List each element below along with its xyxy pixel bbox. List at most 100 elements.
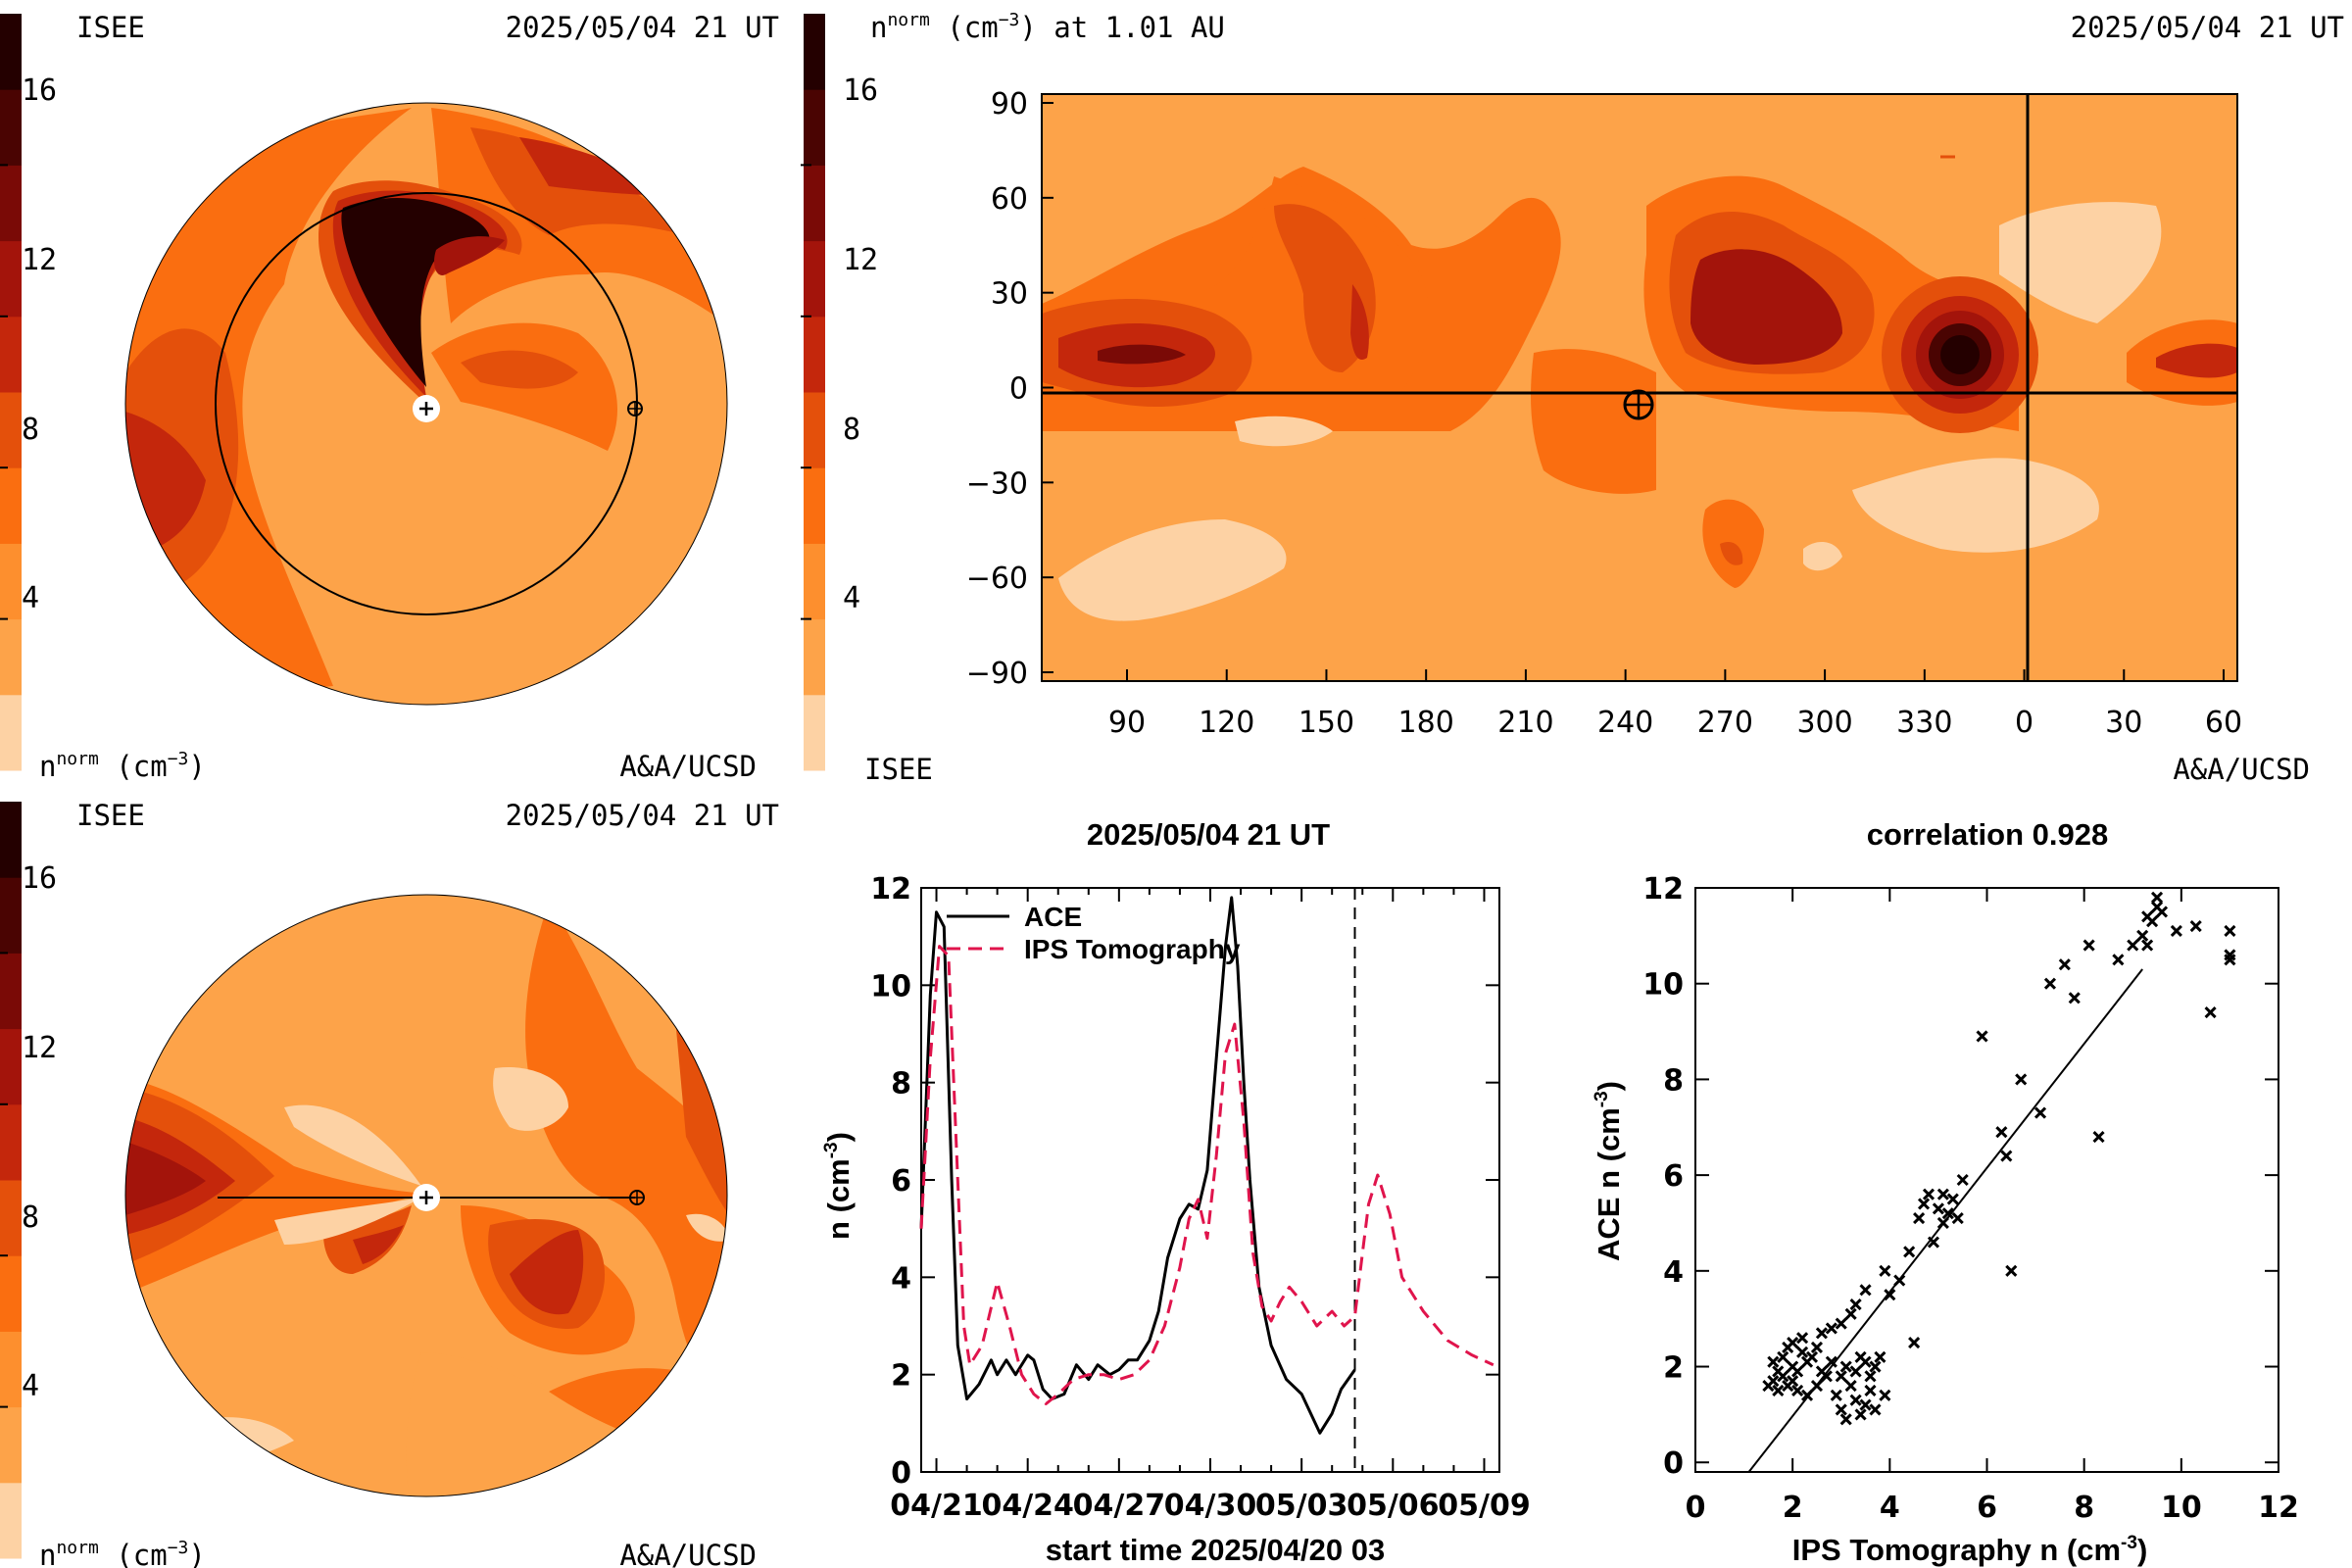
colorbar-segment	[0, 618, 22, 696]
scatter-point	[1815, 1327, 1828, 1340]
map-y-tick-label: −90	[966, 657, 1028, 691]
x-tick-label: 0	[1686, 1491, 1706, 1525]
scatter-point	[1791, 1365, 1804, 1378]
scatter-point	[2015, 1073, 2028, 1086]
scatter-point	[1849, 1298, 1862, 1311]
scatter-point	[1913, 1212, 1926, 1225]
scatter-point	[1874, 1350, 1886, 1363]
scatter-point	[1835, 1317, 1847, 1330]
colorbar-segment	[0, 802, 22, 878]
map-x-tick-label: 210	[1497, 706, 1553, 740]
timeseries-frame	[920, 887, 1500, 1473]
scatter-point	[2005, 1264, 2018, 1277]
scatter-point	[1869, 1403, 1882, 1416]
timeseries-series	[919, 896, 1494, 1435]
scatter-point	[2155, 906, 2169, 918]
bottom-left-panel: ISEE 2025/05/04 21 UT 16 12 8 4	[0, 799, 779, 1568]
y-tick-label: 6	[1663, 1159, 1684, 1194]
scatter-point	[2224, 954, 2236, 966]
x-tick-label: 04/27	[1073, 1489, 1165, 1523]
map-y-tick-label: 0	[1009, 372, 1028, 407]
scatter-point	[2092, 1130, 2105, 1144]
scatter-point	[2141, 939, 2154, 952]
x-tick-label: 04/21	[890, 1489, 982, 1523]
scatter-point	[1869, 1360, 1882, 1373]
timeseries-chart: 2025/05/04 21 UT 0 2 4 6 8 10 12 04/2104/2404/2…	[821, 817, 1531, 1567]
top-right-panel: 16 12 8 4 nnorm (cm−3) at 1.01 AU 2025/0…	[801, 10, 2344, 786]
ecliptic-density-disk	[125, 103, 727, 705]
panel-timestamp: 2025/05/04 21 UT	[506, 799, 779, 832]
y-tick-label: 10	[870, 969, 911, 1004]
scatter-point	[1936, 1216, 1949, 1230]
map-y-tick-label: 60	[991, 182, 1028, 217]
scatter-point	[1825, 1322, 1838, 1335]
scatter-point	[1791, 1384, 1804, 1397]
scatter-point	[1864, 1384, 1877, 1397]
colorbar-segment	[0, 316, 22, 393]
svg-text:nnorm (cm−3): nnorm (cm−3)	[39, 1538, 206, 1568]
colorbar-segment	[0, 240, 22, 318]
scatter-point	[1859, 1284, 1872, 1297]
x-tick-label: 8	[2074, 1491, 2094, 1525]
x-tick-label: 05/09	[1438, 1489, 1530, 1523]
scatter-point	[1835, 1370, 1847, 1383]
scatter-point	[1854, 1350, 1867, 1363]
scatter-point	[2034, 1106, 2047, 1119]
earth-marker-icon	[1623, 389, 1654, 420]
colorbar-segment	[0, 1331, 22, 1408]
earth-marker-icon	[629, 1190, 645, 1205]
legend-ace-label: ACE	[1024, 902, 1082, 932]
x-tick-label: 4	[1880, 1491, 1900, 1525]
scatter-point	[1805, 1350, 1819, 1363]
scatter-point	[1810, 1341, 1824, 1354]
timeseries-ylabel: n (cm-3)	[821, 1132, 856, 1240]
colorbar-segment	[0, 467, 22, 544]
y-tick-label: 2	[1663, 1351, 1684, 1386]
x-tick-label: 04/24	[981, 1489, 1073, 1523]
timeseries-title: 2025/05/04 21 UT	[1087, 817, 1330, 852]
map-x-tick-label: 240	[1597, 706, 1653, 740]
x-tick-label: 05/06	[1347, 1489, 1439, 1523]
scatter-point	[1777, 1350, 1789, 1363]
colorbar-tick-8: 8	[843, 413, 860, 447]
scatter-point	[1796, 1332, 1809, 1345]
map-credit-label: A&A/UCSD	[2173, 753, 2310, 786]
scatter-point	[2170, 924, 2182, 938]
scatter-point	[2189, 920, 2202, 933]
colorbar-tick-12: 12	[22, 1031, 57, 1065]
scatter-point	[1903, 1246, 1916, 1258]
scatter-point	[1854, 1408, 1867, 1421]
y-tick-label: 0	[1663, 1446, 1684, 1481]
colorbar-segment	[804, 694, 825, 771]
scatter-point	[1884, 1289, 1896, 1301]
sun-marker	[413, 1184, 440, 1211]
scatter-point	[1976, 1030, 1988, 1043]
scatter-title: correlation 0.928	[1867, 817, 2108, 852]
scatter-point	[1787, 1337, 1799, 1349]
map-y-tick-label: −30	[966, 466, 1028, 501]
x-tick-label: 6	[1977, 1491, 1997, 1525]
colorbar-segment	[0, 877, 22, 954]
scatter-point	[1879, 1389, 1891, 1401]
colorbar-tick-16: 16	[22, 861, 57, 896]
scatter-point	[2127, 939, 2139, 952]
scatter-point	[1787, 1375, 1799, 1388]
top-left-panel: ISEE 2025/05/04 21 UT 16 12 8 4	[0, 11, 779, 783]
colorbar-segment	[0, 694, 22, 771]
ips-tomography-series-line	[919, 945, 1494, 1405]
scatter-point	[1772, 1384, 1785, 1397]
scatter-points	[1762, 891, 2236, 1426]
scatter-point	[2000, 1150, 2013, 1162]
colorbar-segment	[804, 14, 825, 90]
colorbar-tick-8: 8	[22, 413, 39, 447]
scatter-point	[1844, 1307, 1857, 1320]
y-tick-label: 4	[1663, 1255, 1684, 1290]
map-x-tick-label: 30	[2105, 706, 2142, 740]
scatter-xlabel: IPS Tomography n (cm-3)	[1792, 1533, 2148, 1567]
scatter-point	[1849, 1365, 1862, 1378]
map-x-tick-label: 0	[2015, 706, 2034, 740]
colorbar-segment	[804, 392, 825, 468]
colorbar-tick-12: 12	[843, 243, 878, 277]
colorbar-tick-4: 4	[843, 581, 860, 615]
colorbar-segment	[0, 543, 22, 620]
